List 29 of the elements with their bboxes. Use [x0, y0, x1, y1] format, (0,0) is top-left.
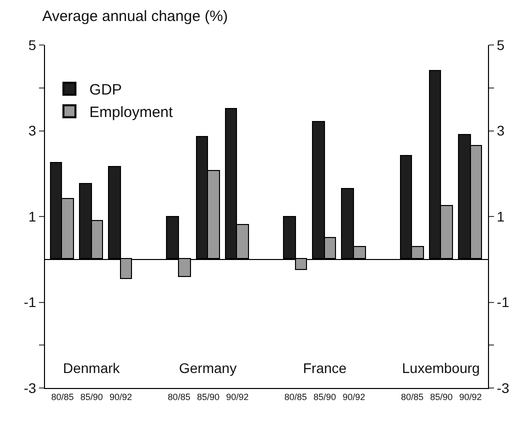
- annotation: France: [303, 360, 347, 376]
- y2-tick-label: -1: [496, 294, 510, 310]
- y-tick-label: 1: [28, 208, 36, 224]
- annotation: Denmark: [63, 360, 121, 376]
- x-tick-label: 90/92: [110, 392, 132, 402]
- x-tick-label: 80/85: [400, 392, 424, 402]
- y-tick-label: -1: [24, 294, 36, 310]
- chart-title: Average annual change (%): [42, 8, 228, 26]
- x-tick-label: 90/92: [226, 392, 249, 402]
- legend-label: GDP: [89, 82, 122, 99]
- x-tick-label: 90/92: [459, 392, 482, 402]
- x-tick-label: 85/90: [196, 392, 220, 402]
- x-tick-label: 80/85: [168, 392, 190, 402]
- annotation: Luxembourg: [402, 360, 480, 376]
- x-tick-label: 85/90: [314, 392, 336, 402]
- legend-label: Employment: [89, 104, 174, 122]
- y2-tick-label: 5: [496, 36, 505, 53]
- x-tick-label: 80/85: [284, 392, 307, 402]
- annotation: Germany: [179, 360, 237, 376]
- x-tick-label: 85/90: [430, 392, 453, 402]
- x-tick-label: 85/90: [80, 392, 103, 402]
- y-tick-label: 3: [28, 122, 36, 139]
- y-tick-label: -3: [24, 380, 36, 396]
- y2-tick-label: 3: [496, 122, 505, 139]
- x-tick-label: 90/92: [342, 392, 366, 402]
- y-tick-label: 5: [28, 36, 36, 53]
- y2-tick-label: 1: [496, 208, 505, 224]
- x-tick-label: 80/85: [51, 392, 74, 402]
- y2-tick-label: -3: [496, 380, 510, 396]
